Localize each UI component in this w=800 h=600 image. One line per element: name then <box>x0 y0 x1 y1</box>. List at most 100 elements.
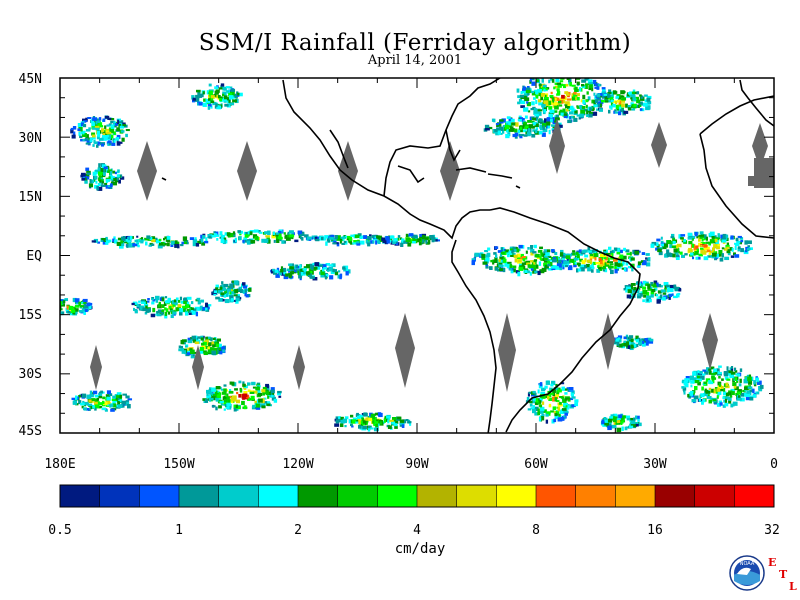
rain-pixel <box>538 384 543 389</box>
map-date: April 14, 2001 <box>367 53 463 68</box>
rain-pixel <box>169 300 174 303</box>
rain-pixel <box>191 310 196 315</box>
rain-pixel <box>231 94 236 98</box>
rain-pixel <box>117 404 123 408</box>
rain-pixel <box>517 271 521 277</box>
rain-pixel <box>399 423 404 426</box>
rain-pixel <box>229 232 234 237</box>
rain-pixel <box>90 405 93 410</box>
rain-pixel <box>541 132 546 137</box>
rain-pixel <box>526 396 530 402</box>
rain-pixel <box>336 237 341 241</box>
rain-pixel <box>231 291 236 295</box>
rain-pixel <box>117 119 120 125</box>
rain-pixel <box>218 397 222 400</box>
rain-pixel <box>629 338 634 342</box>
rain-pixel <box>86 140 92 143</box>
rain-pixel <box>365 239 369 244</box>
rain-pixel <box>655 294 659 297</box>
rain-pixel <box>633 103 637 107</box>
rain-pixel <box>668 288 674 293</box>
rain-pixel <box>180 348 184 352</box>
rain-pixel <box>288 230 294 234</box>
rain-pixel <box>729 247 733 251</box>
rain-pixel <box>630 283 636 286</box>
rain-pixel <box>242 289 245 294</box>
rain-pixel <box>730 255 735 258</box>
rain-pixel <box>621 97 627 101</box>
rain-pixel <box>358 419 361 425</box>
rain-pixel <box>82 308 86 312</box>
rain-pixel <box>583 109 588 112</box>
rain-pixel <box>559 404 563 407</box>
rain-pixel <box>258 230 261 233</box>
rain-pixel <box>533 244 537 249</box>
rain-pixel <box>616 427 622 433</box>
rain-pixel <box>372 240 375 244</box>
rain-pixel <box>607 100 612 103</box>
rain-pixel <box>52 306 57 309</box>
rain-pixel <box>712 249 715 252</box>
rain-pixel <box>342 266 346 270</box>
rain-pixel <box>277 230 282 235</box>
rain-pixel <box>548 106 553 110</box>
rain-pixel <box>613 247 618 252</box>
rain-pixel <box>278 233 282 238</box>
rain-pixel <box>188 312 194 315</box>
rain-pixel <box>563 388 568 391</box>
rain-pixel <box>525 250 528 254</box>
rain-pixel <box>208 342 212 347</box>
rain-pixel <box>537 389 540 394</box>
rain-pixel <box>229 381 233 385</box>
rain-pixel <box>556 82 562 86</box>
rain-pixel <box>205 339 209 343</box>
rain-pixel <box>93 140 96 144</box>
rain-pixel <box>601 94 607 99</box>
rain-pixel <box>552 396 556 402</box>
rain-pixel <box>363 412 368 417</box>
rain-pixel <box>120 130 125 133</box>
rain-pixel <box>627 92 633 95</box>
rain-pixel <box>340 416 344 421</box>
rain-pixel <box>722 404 726 408</box>
rain-pixel <box>339 239 342 244</box>
rain-pixel <box>383 418 389 421</box>
rain-pixel <box>630 342 635 345</box>
rain-pixel <box>232 99 237 103</box>
rain-pixel <box>547 390 551 393</box>
rain-pixel <box>609 416 614 419</box>
rain-pixel <box>510 270 514 274</box>
rain-pixel <box>224 289 228 294</box>
rain-pixel <box>653 280 658 285</box>
rain-pixel <box>119 125 125 129</box>
rain-pixel <box>495 130 500 136</box>
rain-pixel <box>121 400 127 405</box>
rain-pixel <box>226 97 231 101</box>
rain-pixel <box>381 237 386 242</box>
rain-pixel <box>708 387 712 392</box>
lat-label-15n: 15N <box>18 190 42 205</box>
rain-pixel <box>564 253 569 257</box>
rain-pixel <box>690 235 696 239</box>
rain-pixel <box>534 108 537 113</box>
rain-pixel <box>615 338 619 342</box>
rain-pixel <box>501 118 506 123</box>
rain-pixel <box>543 257 548 261</box>
rain-pixel <box>236 288 240 292</box>
rain-pixel <box>289 234 295 238</box>
rain-pixel <box>78 400 82 405</box>
rain-pixel <box>266 403 271 406</box>
rain-pixel <box>529 403 533 407</box>
rain-pixel <box>151 298 155 301</box>
rain-pixel <box>320 271 325 276</box>
rain-pixel <box>635 422 639 425</box>
rain-pixel <box>585 99 589 103</box>
rain-pixel <box>117 401 121 405</box>
rain-pixel <box>667 288 670 293</box>
rain-pixel <box>619 249 623 254</box>
rain-pixel <box>140 237 144 240</box>
rain-pixel <box>248 398 252 401</box>
rain-pixel <box>283 232 286 235</box>
rain-pixel <box>594 83 600 87</box>
rain-pixel <box>744 386 749 391</box>
